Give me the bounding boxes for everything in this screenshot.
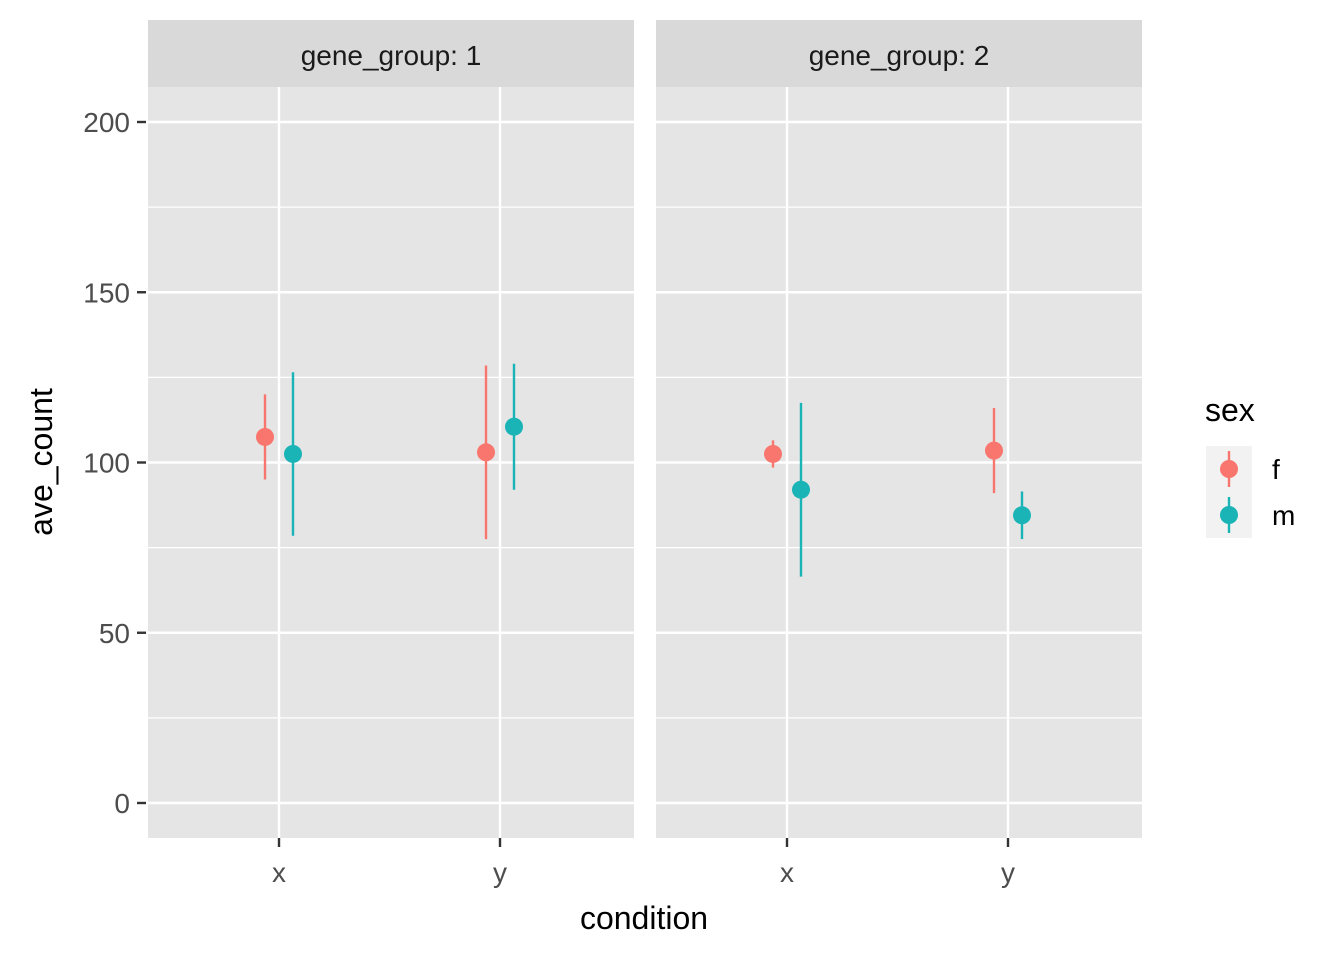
legend-title: sex xyxy=(1205,392,1255,428)
data-point-f xyxy=(985,441,1003,460)
legend-keys: fm xyxy=(1206,446,1295,538)
x-tick-label: y xyxy=(1001,857,1015,888)
y-axis-title: ave_count xyxy=(23,388,59,536)
x-tick-label: x xyxy=(272,857,286,888)
y-tick-label: 100 xyxy=(83,448,130,479)
data-point-f xyxy=(256,427,274,446)
data-point-m xyxy=(505,417,523,436)
facet-panel-2: gene_group: 2 xyxy=(656,20,1142,838)
legend-key-point-m xyxy=(1220,506,1238,524)
data-point-m xyxy=(792,480,810,499)
data-point-m xyxy=(284,444,302,463)
y-tick-label: 50 xyxy=(99,618,130,649)
legend-label-f: f xyxy=(1272,454,1280,485)
x-tick-label: x xyxy=(780,857,794,888)
facet-strip xyxy=(656,20,1142,87)
x-axis-title: condition xyxy=(580,900,708,936)
panels: gene_group: 1 gene_group: 2 xyxy=(148,20,1142,838)
y-tick-label: 200 xyxy=(83,107,130,138)
legend-label-m: m xyxy=(1272,500,1295,531)
facet-panel-1: gene_group: 1 xyxy=(148,20,634,838)
x-tick-label: y xyxy=(493,857,507,888)
data-point-m xyxy=(1013,506,1031,525)
y-tick-label: 150 xyxy=(83,277,130,308)
data-point-f xyxy=(764,444,782,463)
y-axis: 0 50 100 150 200 xyxy=(83,107,146,819)
legend: sex fm xyxy=(1205,392,1295,538)
facet-strip-label: gene_group: 2 xyxy=(809,40,990,71)
data-point-f xyxy=(477,443,495,462)
facet-strip xyxy=(148,20,634,87)
legend-key-point-f xyxy=(1220,460,1238,478)
y-tick-label: 0 xyxy=(114,788,130,819)
facet-strip-label: gene_group: 1 xyxy=(301,40,482,71)
